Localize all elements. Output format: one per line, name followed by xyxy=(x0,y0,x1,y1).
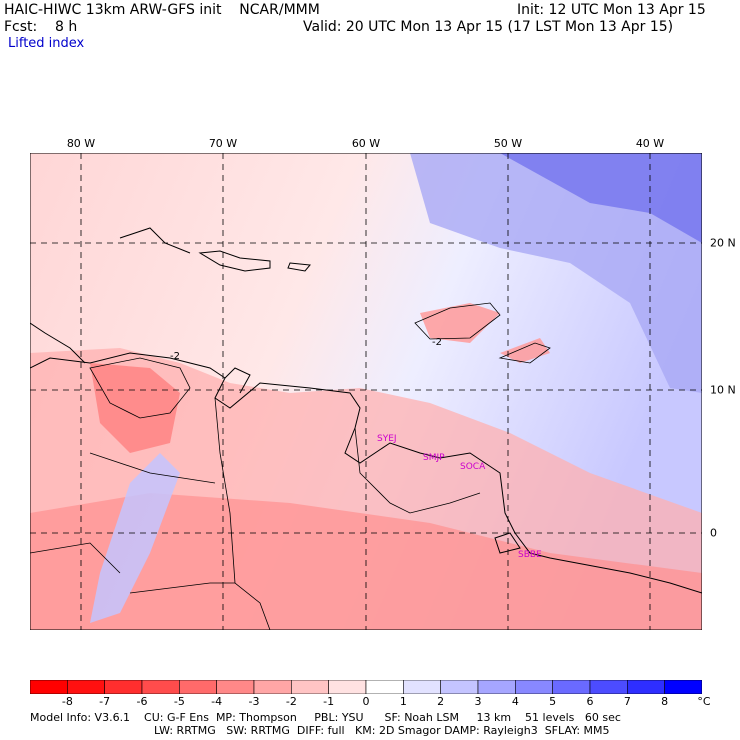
colorbar-box xyxy=(664,680,702,694)
colorbar-tick-label: -5 xyxy=(173,695,185,708)
colorbar-tick-label: -3 xyxy=(248,695,260,708)
stable-region-core xyxy=(500,153,702,243)
unstable-region xyxy=(90,363,180,453)
colorbar-tick-label: 2 xyxy=(437,695,445,708)
colorbar-box xyxy=(552,680,591,694)
colorbar-tick-label: 4 xyxy=(511,695,519,708)
colorbar-tick-label: 1 xyxy=(399,695,407,708)
model-info-line1: Model Info: V3.6.1 CU: G-F Ens MP: Thomp… xyxy=(30,711,621,724)
lat-lon-grid xyxy=(30,153,702,630)
init-time: Init: 12 UTC Mon 13 Apr 15 xyxy=(517,2,706,18)
colorbar-box xyxy=(216,680,255,694)
station-label: SOCA xyxy=(460,462,486,472)
colorbar-tick-label: -8 xyxy=(61,695,73,708)
colorbar-tick-label: -2 xyxy=(285,695,297,708)
field-name: Lifted index xyxy=(8,36,85,51)
colorbar-tick-label: 8 xyxy=(661,695,669,708)
colorbar-tick-label: 7 xyxy=(623,695,631,708)
colorbar-tick-label: 0 xyxy=(362,695,370,708)
colorbar-tick-label: -4 xyxy=(211,695,223,708)
country-border xyxy=(30,397,481,630)
colorbar-box xyxy=(141,680,180,694)
colorbar-tick-label: 3 xyxy=(474,695,482,708)
valid-time: Valid: 20 UTC Mon 13 Apr 15 (17 LST Mon … xyxy=(303,19,674,35)
station-label: SMJP xyxy=(423,453,445,463)
model-info-line2: LW: RRTMG SW: RRTMG DIFF: full KM: 2D Sm… xyxy=(154,724,610,737)
lifted-index-map: -2 -2 SYEJ SMJP SOCA SBBE xyxy=(30,153,702,630)
lat-label: 0 xyxy=(710,526,717,540)
lon-label: 80 W xyxy=(66,137,96,150)
lon-label: 70 W xyxy=(208,137,238,150)
lon-label: 40 W xyxy=(635,137,665,150)
colorbar-tick-label: -1 xyxy=(323,695,335,708)
colorbar-box xyxy=(104,680,143,694)
lon-label: 50 W xyxy=(493,137,523,150)
colorbar xyxy=(30,680,702,694)
colorbar-box xyxy=(627,680,665,694)
colorbar-tick-label: 5 xyxy=(549,695,557,708)
colorbar-box xyxy=(477,680,516,694)
colorbar-box xyxy=(179,680,217,694)
forecast-hour: Fcst: 8 h xyxy=(4,19,78,35)
colorbar-box xyxy=(440,680,479,694)
model-title: HAIC-HIWC 13km ARW-GFS init NCAR/MMM xyxy=(4,2,320,18)
station-label: SYEJ xyxy=(377,434,397,444)
colorbar-tick-label: -7 xyxy=(99,695,111,708)
colorbar-tick-label: -6 xyxy=(136,695,148,708)
contour-line xyxy=(89,302,551,419)
station-labels: SYEJ SMJP SOCA SBBE xyxy=(377,434,542,560)
colorbar-box xyxy=(67,680,105,694)
colorbar-box xyxy=(291,680,329,694)
andes-stable xyxy=(90,453,180,623)
colorbar-tick-label: 6 xyxy=(586,695,594,708)
lon-label: 60 W xyxy=(351,137,381,150)
colorbar-box xyxy=(403,680,441,694)
colorbar-box xyxy=(515,680,553,694)
colorbar-box xyxy=(365,680,404,694)
stable-region xyxy=(410,153,702,393)
lat-label: 10 N xyxy=(710,383,736,397)
contour-label: -2 xyxy=(170,351,180,362)
colorbar-box xyxy=(253,680,292,694)
colorbar-box xyxy=(328,680,367,694)
contour-label: -2 xyxy=(432,337,442,348)
lat-label: 20 N xyxy=(710,236,736,250)
colorbar-unit: °C xyxy=(697,695,711,708)
colorbar-box xyxy=(30,680,68,694)
unstable-region xyxy=(420,303,500,343)
colorbar-box xyxy=(589,680,628,694)
station-label: SBBE xyxy=(518,550,542,560)
